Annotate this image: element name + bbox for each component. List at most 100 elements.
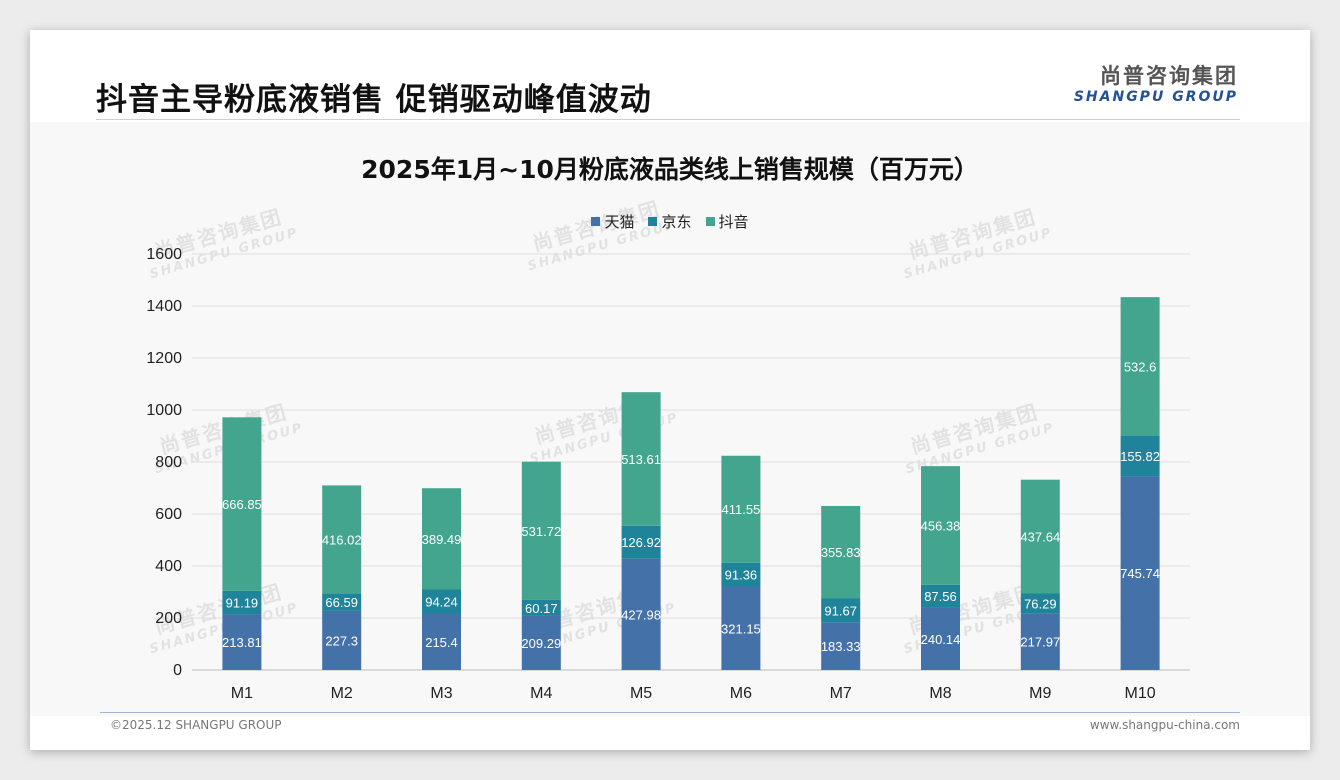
chart-title: 2025年1月~10月粉底液品类线上销售规模（百万元） xyxy=(361,155,979,184)
bar-segment xyxy=(821,622,861,670)
bar-segment xyxy=(621,392,661,526)
bar-segment xyxy=(521,599,561,616)
bar-segment xyxy=(521,461,561,600)
bar-segment xyxy=(1020,613,1060,670)
logo-cn-text: 尚普咨询集团 xyxy=(1100,64,1238,88)
data-label: 666.85 xyxy=(222,497,262,512)
data-label: 87.56 xyxy=(924,589,957,604)
bar-segment xyxy=(921,584,960,608)
data-label: 126.92 xyxy=(621,535,661,550)
data-label: 456.38 xyxy=(921,518,961,533)
stacked-bar-chart: 0 200 400 600 800 1000 1200 1400 1600 213.81 91.19… xyxy=(146,246,1190,702)
data-label: 532.6 xyxy=(1124,359,1157,374)
header-divider xyxy=(96,119,1240,120)
y-tick-label: 200 xyxy=(155,610,182,627)
bar-segment xyxy=(322,593,362,611)
data-label: 183.33 xyxy=(821,639,861,654)
data-label: 355.83 xyxy=(821,545,861,560)
bar-segment xyxy=(222,417,262,591)
bar-segment xyxy=(521,615,561,670)
y-tick-label: 0 xyxy=(173,662,182,679)
bar-segment xyxy=(721,562,761,587)
bar-segment xyxy=(821,505,861,599)
footer-copyright: ©2025.12 SHANGPU GROUP xyxy=(110,718,282,732)
data-label: 217.97 xyxy=(1020,635,1060,650)
bar-segment xyxy=(1020,593,1060,614)
data-label: 209.29 xyxy=(521,636,561,651)
data-label: 155.82 xyxy=(1120,449,1160,464)
x-tick-label: M9 xyxy=(1029,685,1051,702)
data-label: 213.81 xyxy=(222,635,262,650)
data-label: 437.64 xyxy=(1020,530,1060,545)
data-label: 531.72 xyxy=(521,524,561,539)
data-label: 60.17 xyxy=(525,601,558,616)
x-tick-label: M4 xyxy=(530,685,552,702)
legend-swatch-jd xyxy=(648,217,658,226)
bar-segment xyxy=(921,466,960,585)
chart-legend: 天猫 京东 抖音 xyxy=(30,211,1310,232)
data-label: 91.67 xyxy=(824,603,857,618)
brand-logo: 尚普咨询集团 SHANGPU GROUP xyxy=(1074,64,1238,106)
bar-segment xyxy=(422,613,461,670)
data-label: 416.02 xyxy=(322,533,362,548)
logo-en-text: SHANGPU GROUP xyxy=(1073,89,1238,105)
x-tick-label: M7 xyxy=(830,685,852,702)
y-tick-label: 1000 xyxy=(146,402,182,419)
x-tick-label: M2 xyxy=(331,685,353,702)
y-tick-label: 400 xyxy=(155,558,182,575)
legend-swatch-douyin xyxy=(705,217,715,226)
x-tick-label: M10 xyxy=(1125,685,1156,702)
footer-website[interactable]: www.shangpu-china.com xyxy=(1089,718,1240,732)
bar-segment xyxy=(422,589,461,614)
data-label: 513.61 xyxy=(621,452,661,467)
bar-segment xyxy=(1120,435,1160,477)
y-tick-label: 600 xyxy=(155,506,182,523)
bar-segment xyxy=(1120,297,1160,436)
bar-segment xyxy=(721,586,761,670)
x-tick-label: M5 xyxy=(630,685,652,702)
footer-divider xyxy=(100,712,1240,713)
bar-segment xyxy=(721,455,761,563)
bar-segment xyxy=(322,485,362,594)
data-label: 215.4 xyxy=(425,635,458,650)
y-tick-label: 1400 xyxy=(146,298,182,315)
x-tick-label: M1 xyxy=(231,685,253,702)
bar-segment xyxy=(222,590,262,615)
data-label: 745.74 xyxy=(1120,566,1160,581)
legend-item-tmall: 天猫 xyxy=(591,211,634,232)
data-label: 240.14 xyxy=(921,632,961,647)
bar-segment xyxy=(422,488,461,590)
legend-label-tmall: 天猫 xyxy=(604,213,635,231)
bar-segment xyxy=(1020,479,1060,594)
slide: 抖音主导粉底液销售 促销驱动峰值波动 尚普咨询集团 SHANGPU GROUP … xyxy=(30,30,1310,750)
bar-segment xyxy=(1120,476,1160,670)
legend-item-jd: 京东 xyxy=(648,211,692,232)
data-label: 91.36 xyxy=(725,568,758,583)
x-tick-label: M8 xyxy=(929,685,951,702)
bar-segment xyxy=(621,525,661,559)
bar-segment xyxy=(821,598,861,623)
legend-label-douyin: 抖音 xyxy=(718,213,749,231)
data-label: 389.49 xyxy=(422,532,462,547)
y-tick-label: 800 xyxy=(155,454,182,471)
data-label: 411.55 xyxy=(722,502,761,517)
y-tick-label: 1600 xyxy=(146,246,182,263)
x-tick-label: M3 xyxy=(430,685,452,702)
y-tick-label: 1200 xyxy=(146,350,182,367)
bar-segment xyxy=(921,607,960,670)
bar-segment xyxy=(222,614,262,670)
data-label: 321.15 xyxy=(721,621,761,636)
x-tick-label: M6 xyxy=(730,685,752,702)
bar-segment xyxy=(621,558,661,670)
page-title: 抖音主导粉底液销售 促销驱动峰值波动 xyxy=(96,82,652,118)
data-label: 66.59 xyxy=(325,595,358,610)
data-label: 94.24 xyxy=(425,595,458,610)
data-label: 76.29 xyxy=(1024,596,1057,611)
data-label: 427.98 xyxy=(621,607,661,622)
bar-segment xyxy=(322,610,362,670)
legend-item-douyin: 抖音 xyxy=(705,211,749,232)
data-label: 91.19 xyxy=(226,596,259,611)
legend-label-jd: 京东 xyxy=(661,213,692,231)
data-label: 227.3 xyxy=(325,633,358,648)
legend-swatch-tmall xyxy=(591,217,601,226)
